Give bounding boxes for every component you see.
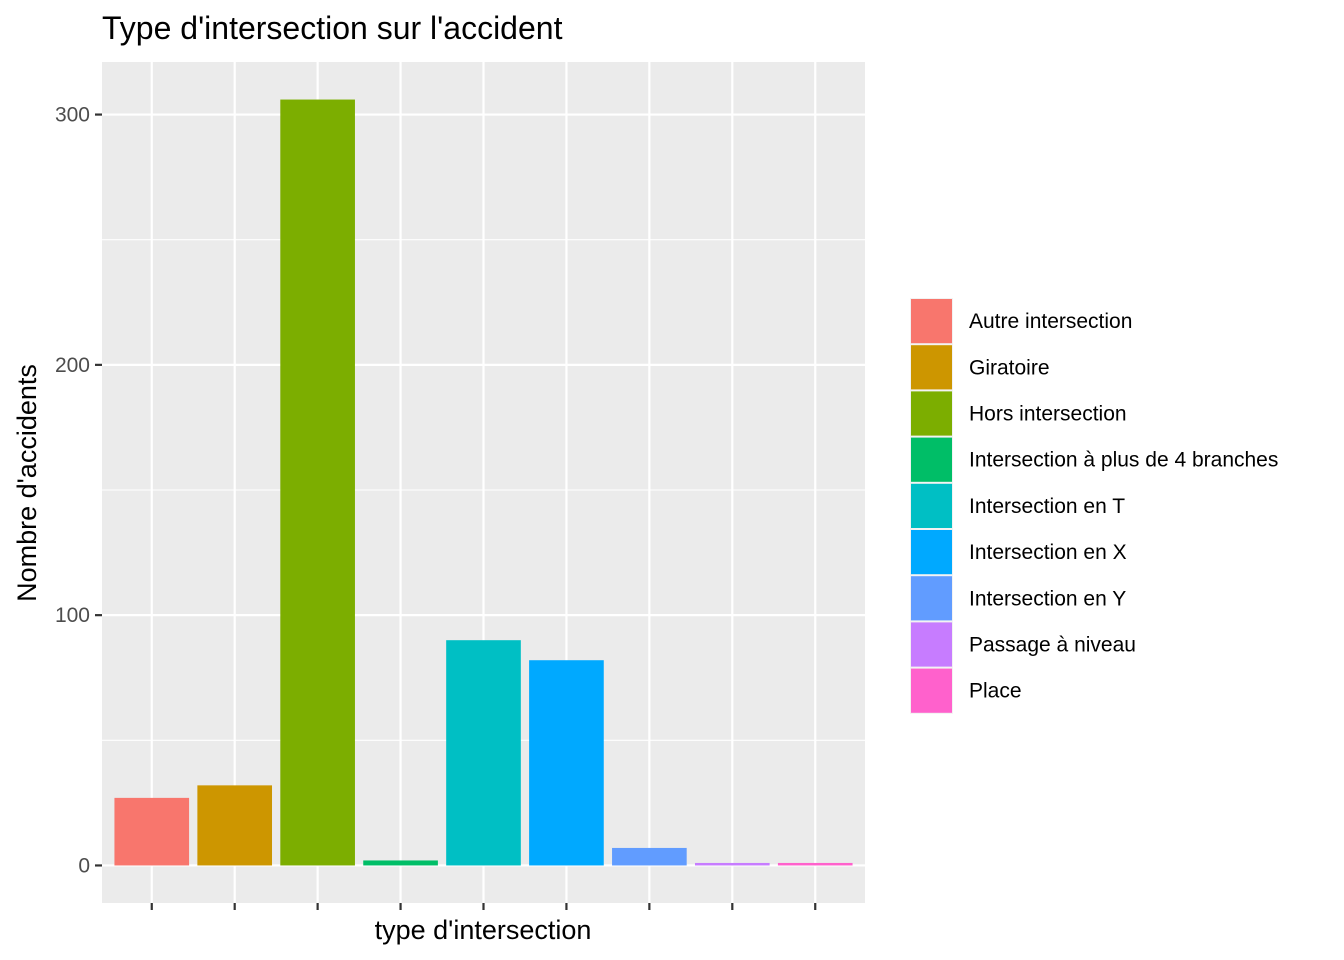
y-axis: 0 100 200 300 (55, 104, 102, 877)
bar (197, 785, 273, 866)
legend-label: Intersection en T (969, 495, 1125, 518)
legend-swatch (911, 299, 952, 344)
bars (114, 99, 853, 866)
legend: Autre intersection Giratoire Hors intersec… (910, 298, 1278, 714)
legend-swatch (911, 437, 952, 482)
y-tick-label: 300 (55, 104, 90, 127)
y-axis-title: Nombre d'accidents (12, 364, 42, 602)
bar (694, 862, 770, 866)
bar (446, 640, 521, 866)
legend-swatch (911, 345, 952, 390)
legend-label: Intersection à plus de 4 branches (969, 449, 1278, 472)
x-axis (150, 903, 817, 910)
x-axis-title: type d'intersection (375, 915, 592, 945)
y-tick-label: 100 (55, 604, 90, 627)
legend-label: Hors intersection (969, 403, 1127, 426)
legend-label: Intersection en X (969, 541, 1127, 564)
bar (363, 860, 438, 866)
legend-label: Intersection en Y (969, 587, 1126, 610)
legend-swatch (911, 668, 952, 713)
bar (114, 797, 190, 866)
legend-swatch (911, 483, 952, 528)
legend-label: Giratoire (969, 356, 1050, 379)
bar (280, 99, 355, 866)
legend-swatch (911, 622, 952, 667)
y-tick-label: 0 (78, 854, 90, 877)
bar (529, 660, 604, 866)
legend-swatch (911, 576, 952, 621)
legend-label: Place (969, 680, 1022, 703)
chart-title: Type d'intersection sur l'accident (102, 10, 563, 46)
y-tick-label: 200 (55, 354, 90, 377)
legend-swatch (911, 530, 952, 575)
legend-label: Autre intersection (969, 310, 1132, 333)
bar (777, 862, 853, 866)
legend-swatch (911, 391, 952, 436)
legend-label: Passage à niveau (969, 634, 1136, 657)
bar (612, 847, 687, 866)
